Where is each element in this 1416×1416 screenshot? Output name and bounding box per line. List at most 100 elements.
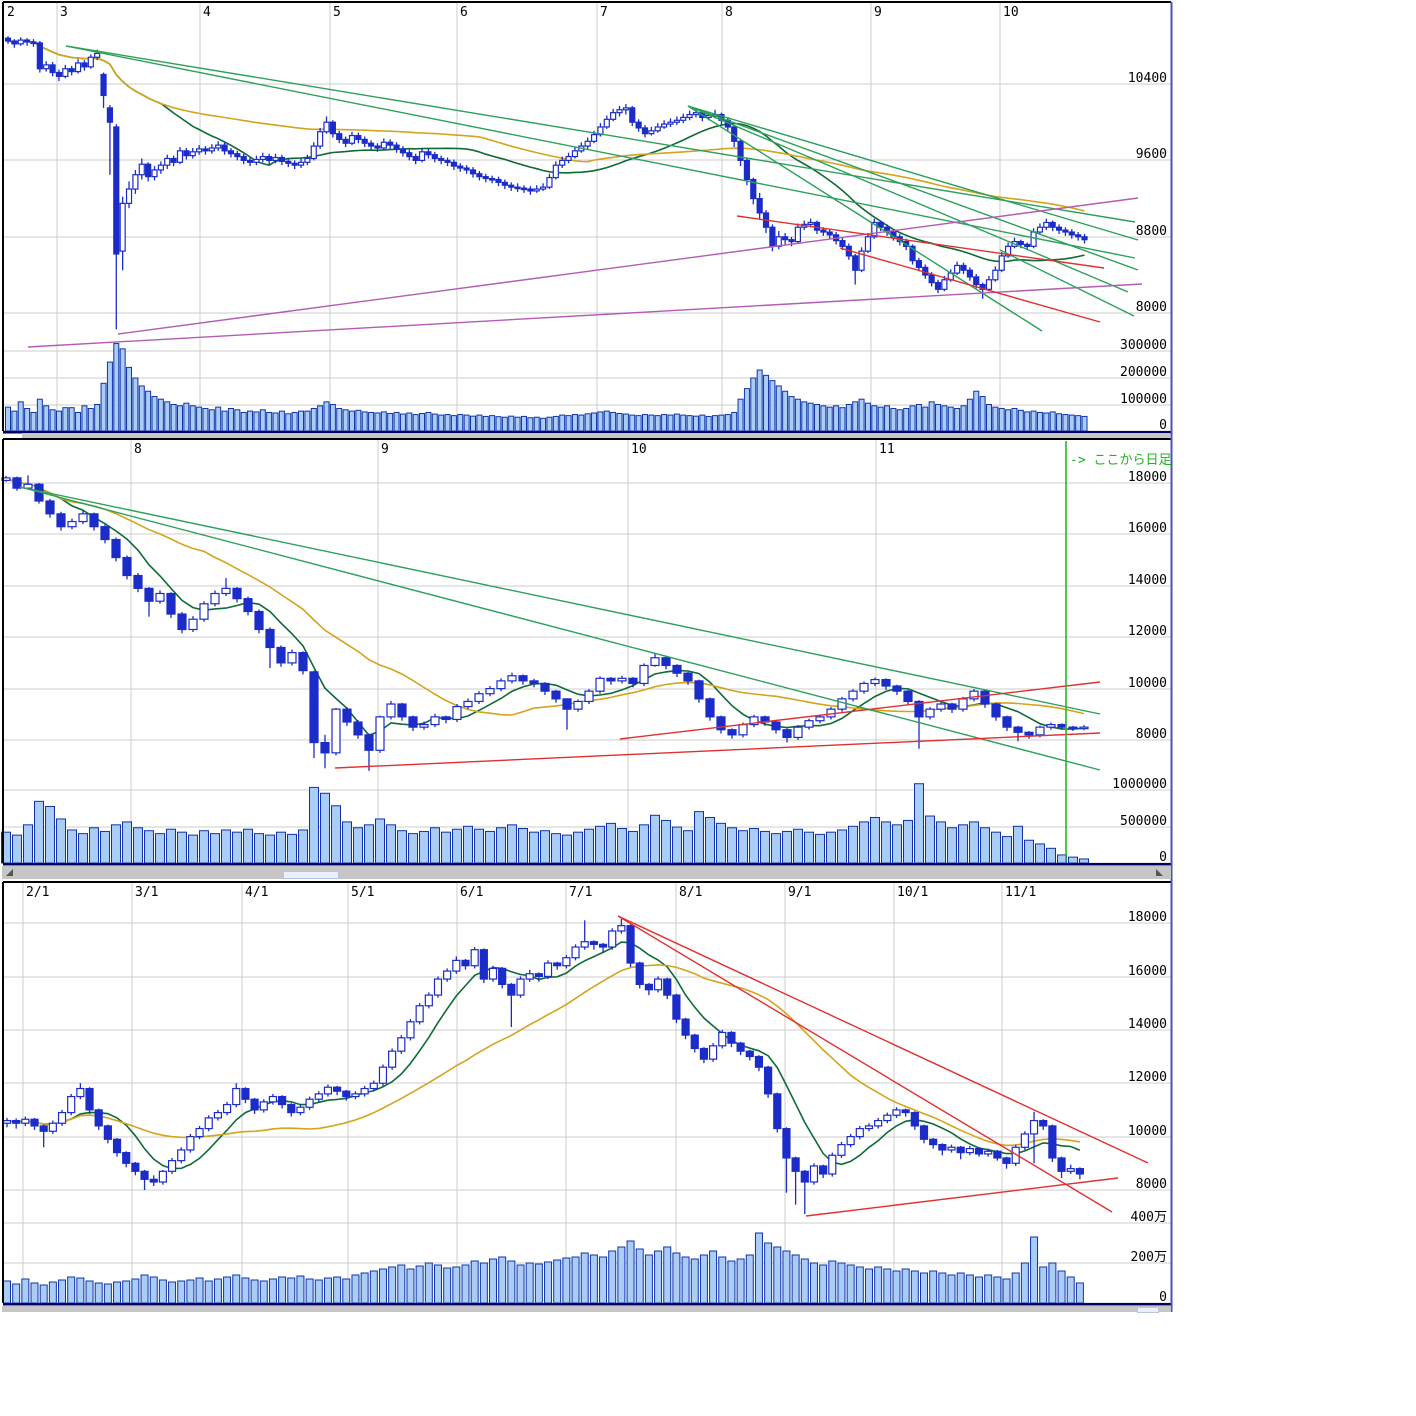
volume-bar [1005, 409, 1012, 432]
volume-bar [496, 827, 506, 864]
candle-down [626, 925, 635, 964]
volume-bar [884, 405, 891, 432]
candle-down [771, 721, 781, 731]
volume-bar [718, 1256, 727, 1304]
candle-up [310, 145, 317, 160]
volume-bar [62, 407, 69, 432]
volume-bar [837, 1262, 846, 1304]
horizontal-scrollbar[interactable] [22, 433, 1170, 438]
volume-bar [452, 1266, 461, 1304]
volume-bar [183, 402, 190, 432]
candle-down [663, 978, 672, 996]
volume-bar [1035, 843, 1045, 864]
volume-bar [34, 800, 44, 864]
moving-average-line [7, 40, 1085, 212]
candle-up [648, 130, 655, 135]
candle-up [348, 134, 356, 144]
candle-down [1024, 731, 1034, 736]
volume-bar [580, 1252, 589, 1304]
candle-up [138, 163, 145, 176]
volume-bar [39, 1284, 48, 1304]
y-axis-tick-label: 0 [1159, 1290, 1167, 1305]
scrollbar-thumb[interactable] [283, 871, 339, 879]
volume-bar [573, 831, 583, 864]
candle-down [320, 741, 330, 754]
candle-down [457, 165, 464, 169]
volume-bar [474, 828, 484, 864]
volume-bar [208, 409, 215, 432]
volume-bar [724, 414, 731, 432]
candle-up [565, 155, 572, 162]
volume-bar [947, 1274, 956, 1304]
volume-bar [617, 828, 627, 864]
volume-bar [489, 415, 496, 432]
volume-bar [667, 414, 674, 432]
volume-bar [138, 385, 145, 432]
volume-bar [11, 410, 18, 432]
candle-up [167, 1160, 177, 1172]
candle-down [1048, 1125, 1057, 1159]
horizontal-scrollbar[interactable] [2, 866, 1171, 879]
volume-bar [122, 821, 132, 864]
y-axis-tick-label: 9600 [1136, 147, 1167, 162]
volume-bar [947, 406, 954, 432]
volume-bar [342, 821, 352, 864]
horizontal-scrollbar[interactable] [2, 1306, 1171, 1313]
candle-down [529, 680, 539, 685]
candle-down [309, 671, 319, 744]
candle-up [571, 150, 579, 158]
volume-bar [915, 404, 922, 432]
volume-bar [544, 1261, 553, 1304]
volume-bar [276, 831, 286, 864]
volume-bar [672, 826, 682, 864]
volume-bar [369, 1270, 378, 1304]
volume-bar [360, 1272, 369, 1304]
candle-down [852, 255, 859, 271]
candle-up [297, 161, 305, 166]
volume-bar [232, 1274, 241, 1304]
volume-bar [745, 1254, 754, 1304]
candle-up [331, 708, 341, 754]
candle-up [552, 164, 559, 179]
volume-bar [1075, 1282, 1084, 1304]
scrollbar-left-grip-icon[interactable] [6, 869, 13, 876]
candle-up [157, 164, 164, 171]
candle-down [291, 162, 298, 166]
candle-up [67, 1095, 76, 1114]
volume-bar [650, 814, 660, 864]
candle-down [1068, 726, 1078, 730]
candle-down [773, 1093, 782, 1130]
candle-down [756, 198, 763, 214]
volume-bar [176, 405, 183, 432]
volume-bar [361, 411, 368, 432]
candle-up [463, 700, 473, 708]
candle-up [232, 1087, 241, 1106]
candle-up [323, 1086, 333, 1095]
candle-up [2, 1119, 12, 1124]
volume-bar [441, 831, 451, 864]
candle-down [241, 1087, 250, 1100]
volume-bar [648, 414, 655, 432]
volume-bar [30, 411, 37, 432]
candle-down [501, 181, 508, 186]
volume-bar [1011, 1272, 1020, 1304]
candle-down [661, 657, 671, 667]
volume-bar [993, 1276, 1002, 1304]
y-axis-tick-label: 400万 [1131, 1210, 1167, 1225]
y-axis-tick-label: 8000 [1136, 1177, 1167, 1192]
candle-down [111, 538, 121, 559]
volume-bar [754, 1232, 763, 1304]
scrollbar-right-grip-icon[interactable] [1156, 869, 1163, 876]
candle-down [635, 962, 644, 986]
candle-down [903, 690, 913, 703]
x-axis-tick-label: 9 [381, 442, 389, 457]
candle-down [520, 187, 528, 191]
candle-down [36, 42, 43, 70]
volume-bar [794, 398, 801, 432]
scrollbar-thumb[interactable] [1137, 1307, 1159, 1313]
candle-up [443, 970, 452, 980]
candle-up [76, 1087, 85, 1098]
candle-up [186, 1135, 195, 1151]
volume-bar [323, 401, 330, 432]
candle-down [993, 1150, 1002, 1159]
